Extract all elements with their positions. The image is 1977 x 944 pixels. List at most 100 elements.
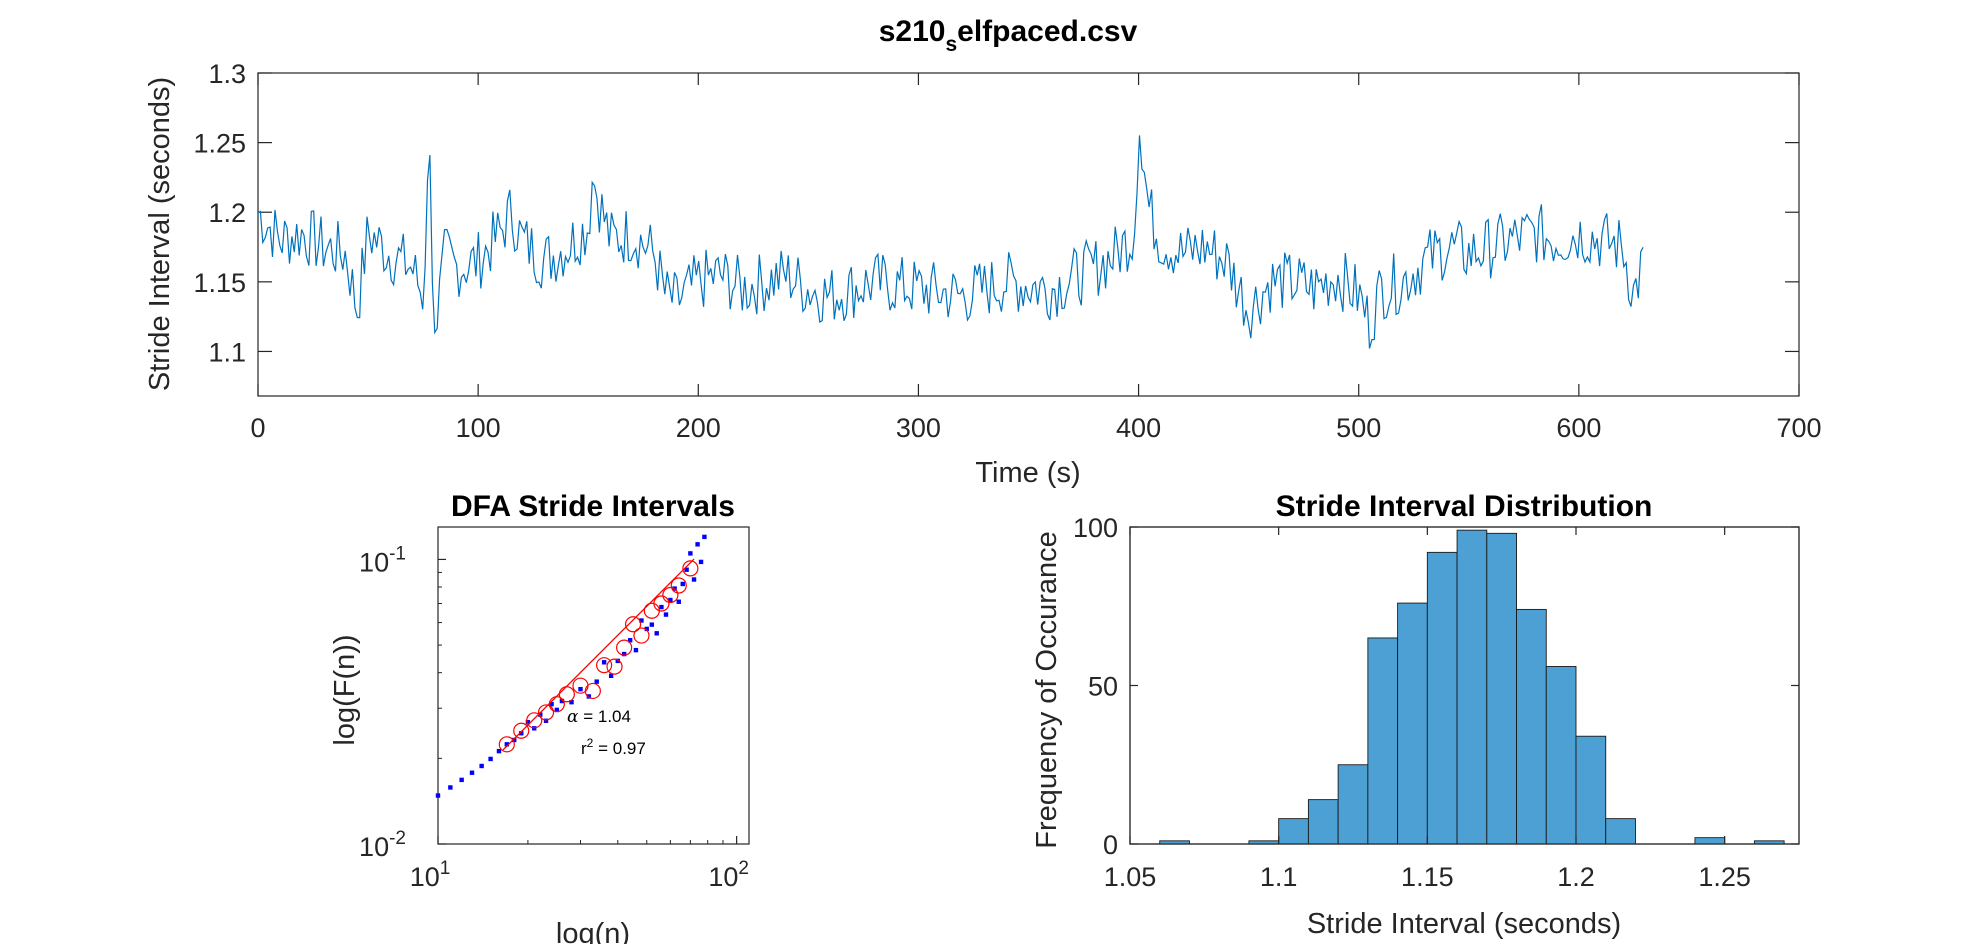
dfa-circle bbox=[682, 560, 699, 577]
dfa-circle bbox=[624, 616, 642, 633]
dfa-circle bbox=[498, 736, 515, 753]
histogram-bar bbox=[1337, 764, 1369, 845]
dfa-point bbox=[659, 604, 664, 610]
histogram-bar bbox=[1426, 551, 1458, 845]
dfa-point bbox=[559, 698, 565, 704]
histogram-bar bbox=[1545, 666, 1577, 845]
timeseries-ylabel: Stride Interval (seconds) bbox=[144, 77, 176, 391]
histogram-bar bbox=[1575, 735, 1607, 845]
histogram-bar bbox=[1367, 637, 1399, 845]
dfa-point bbox=[525, 719, 531, 725]
dfa-circle bbox=[537, 704, 555, 721]
timeseries-axes: 0 100 200 300 400 500 600 7001.11.151.21.251.3 … bbox=[144, 59, 1822, 489]
dfa-xtick-label: 101 bbox=[410, 858, 451, 892]
histogram-ytick-label: 0 bbox=[1103, 830, 1118, 860]
timeseries-ytick-label: 1.2 bbox=[208, 198, 246, 228]
dfa-point bbox=[698, 559, 704, 565]
histogram-bar bbox=[1278, 818, 1309, 845]
histogram-bar bbox=[1694, 837, 1726, 845]
timeseries-xtick-label: 400 bbox=[1116, 413, 1161, 443]
histogram-xtick-label: 1.05 bbox=[1104, 862, 1157, 892]
dfa-circle bbox=[513, 722, 530, 739]
dfa-point bbox=[519, 731, 524, 736]
dfa-point bbox=[543, 718, 549, 723]
histogram-bar bbox=[1605, 818, 1636, 845]
dfa-point bbox=[663, 612, 669, 617]
dfa-circle bbox=[616, 639, 633, 656]
dfa-fit-line bbox=[502, 558, 695, 751]
histogram-bar bbox=[1486, 532, 1517, 845]
histogram-bar bbox=[1307, 799, 1339, 845]
dfa-point bbox=[615, 658, 620, 664]
dfa-point bbox=[435, 793, 441, 798]
dfa-point bbox=[676, 599, 681, 604]
dfa-point bbox=[684, 567, 689, 572]
timeseries-plot-area bbox=[257, 72, 1800, 397]
dfa-xtick-label: 102 bbox=[708, 858, 749, 892]
dfa-circle bbox=[584, 682, 601, 700]
timeseries-xtick-label: 300 bbox=[896, 413, 941, 443]
dfa-point bbox=[569, 699, 574, 705]
histogram-xtick-label: 1.1 bbox=[1260, 862, 1298, 892]
histogram-bar bbox=[1456, 529, 1488, 845]
dfa-point bbox=[627, 638, 633, 643]
dfa-point bbox=[695, 542, 700, 547]
dfa-point bbox=[691, 577, 697, 582]
timeseries-ytick-label: 1.15 bbox=[193, 268, 246, 298]
dfa-r2-annotation: r2 = 0.97 bbox=[581, 736, 646, 758]
dfa-point bbox=[469, 770, 475, 775]
dfa-point bbox=[621, 651, 627, 657]
timeseries-xtick-label: 100 bbox=[456, 413, 501, 443]
dfa-ylabel: log(F(n)) bbox=[329, 634, 361, 745]
dfa-circle bbox=[526, 712, 543, 729]
dfa-alpha-annotation: α = 1.04 bbox=[567, 707, 631, 727]
histogram-axes: 1.05 1.1 1.15 1.2 1.25 0 50 100 Stride Interval… bbox=[1031, 490, 1800, 940]
dfa-point bbox=[459, 777, 464, 783]
timeseries-xtick-label: 0 bbox=[250, 413, 265, 443]
dfa-point bbox=[538, 712, 543, 717]
histogram-frame bbox=[1129, 526, 1800, 845]
dfa-point bbox=[479, 763, 484, 769]
dfa-point bbox=[608, 673, 614, 678]
histogram-xlabel: Stride Interval (seconds) bbox=[1307, 908, 1621, 940]
dfa-point bbox=[504, 742, 510, 747]
histogram-bar bbox=[1516, 608, 1547, 845]
dfa-point bbox=[512, 737, 517, 743]
dfa-point bbox=[549, 701, 554, 707]
histogram-xtick-label: 1.2 bbox=[1557, 862, 1595, 892]
dfa-xlabel: log(n) bbox=[556, 918, 630, 944]
histogram-ylabel: Frequency of Occurance bbox=[1031, 531, 1063, 849]
histogram-ytick-label: 50 bbox=[1088, 672, 1118, 702]
dfa-point bbox=[654, 631, 659, 636]
histogram-bar bbox=[1397, 602, 1428, 845]
main-title: s210selfpaced.csv bbox=[879, 15, 1138, 56]
timeseries-xtick-label: 500 bbox=[1336, 413, 1381, 443]
dfa-circle bbox=[633, 627, 650, 644]
dfa-points bbox=[435, 534, 707, 798]
dfa-point bbox=[594, 679, 599, 684]
dfa-axes: 101 102 10-1 10-2 DFA Stride Intervals log(… bbox=[329, 490, 750, 944]
dfa-point bbox=[586, 694, 592, 699]
timeseries-xtick-label: 200 bbox=[676, 413, 721, 443]
dfa-point bbox=[680, 581, 685, 587]
dfa-point bbox=[702, 534, 707, 540]
dfa-circle bbox=[653, 595, 670, 612]
timeseries-line bbox=[257, 135, 1644, 349]
histogram-bars bbox=[1159, 529, 1785, 845]
dfa-title: DFA Stride Intervals bbox=[451, 490, 735, 523]
histogram-xtick-label: 1.15 bbox=[1401, 862, 1454, 892]
timeseries-ytick-label: 1.1 bbox=[208, 337, 246, 367]
dfa-ytick-label: 10-2 bbox=[359, 828, 406, 862]
dfa-point bbox=[448, 785, 453, 790]
dfa-point bbox=[644, 626, 649, 632]
dfa-point bbox=[496, 748, 502, 754]
dfa-point bbox=[668, 597, 673, 603]
dfa-circle bbox=[670, 577, 687, 594]
dfa-point bbox=[649, 622, 655, 627]
dfa-point bbox=[578, 686, 583, 692]
timeseries-ytick-label: 1.25 bbox=[193, 129, 246, 159]
dfa-circle bbox=[596, 657, 613, 674]
dfa-point bbox=[601, 660, 607, 665]
timeseries-xtick-label: 600 bbox=[1556, 413, 1601, 443]
